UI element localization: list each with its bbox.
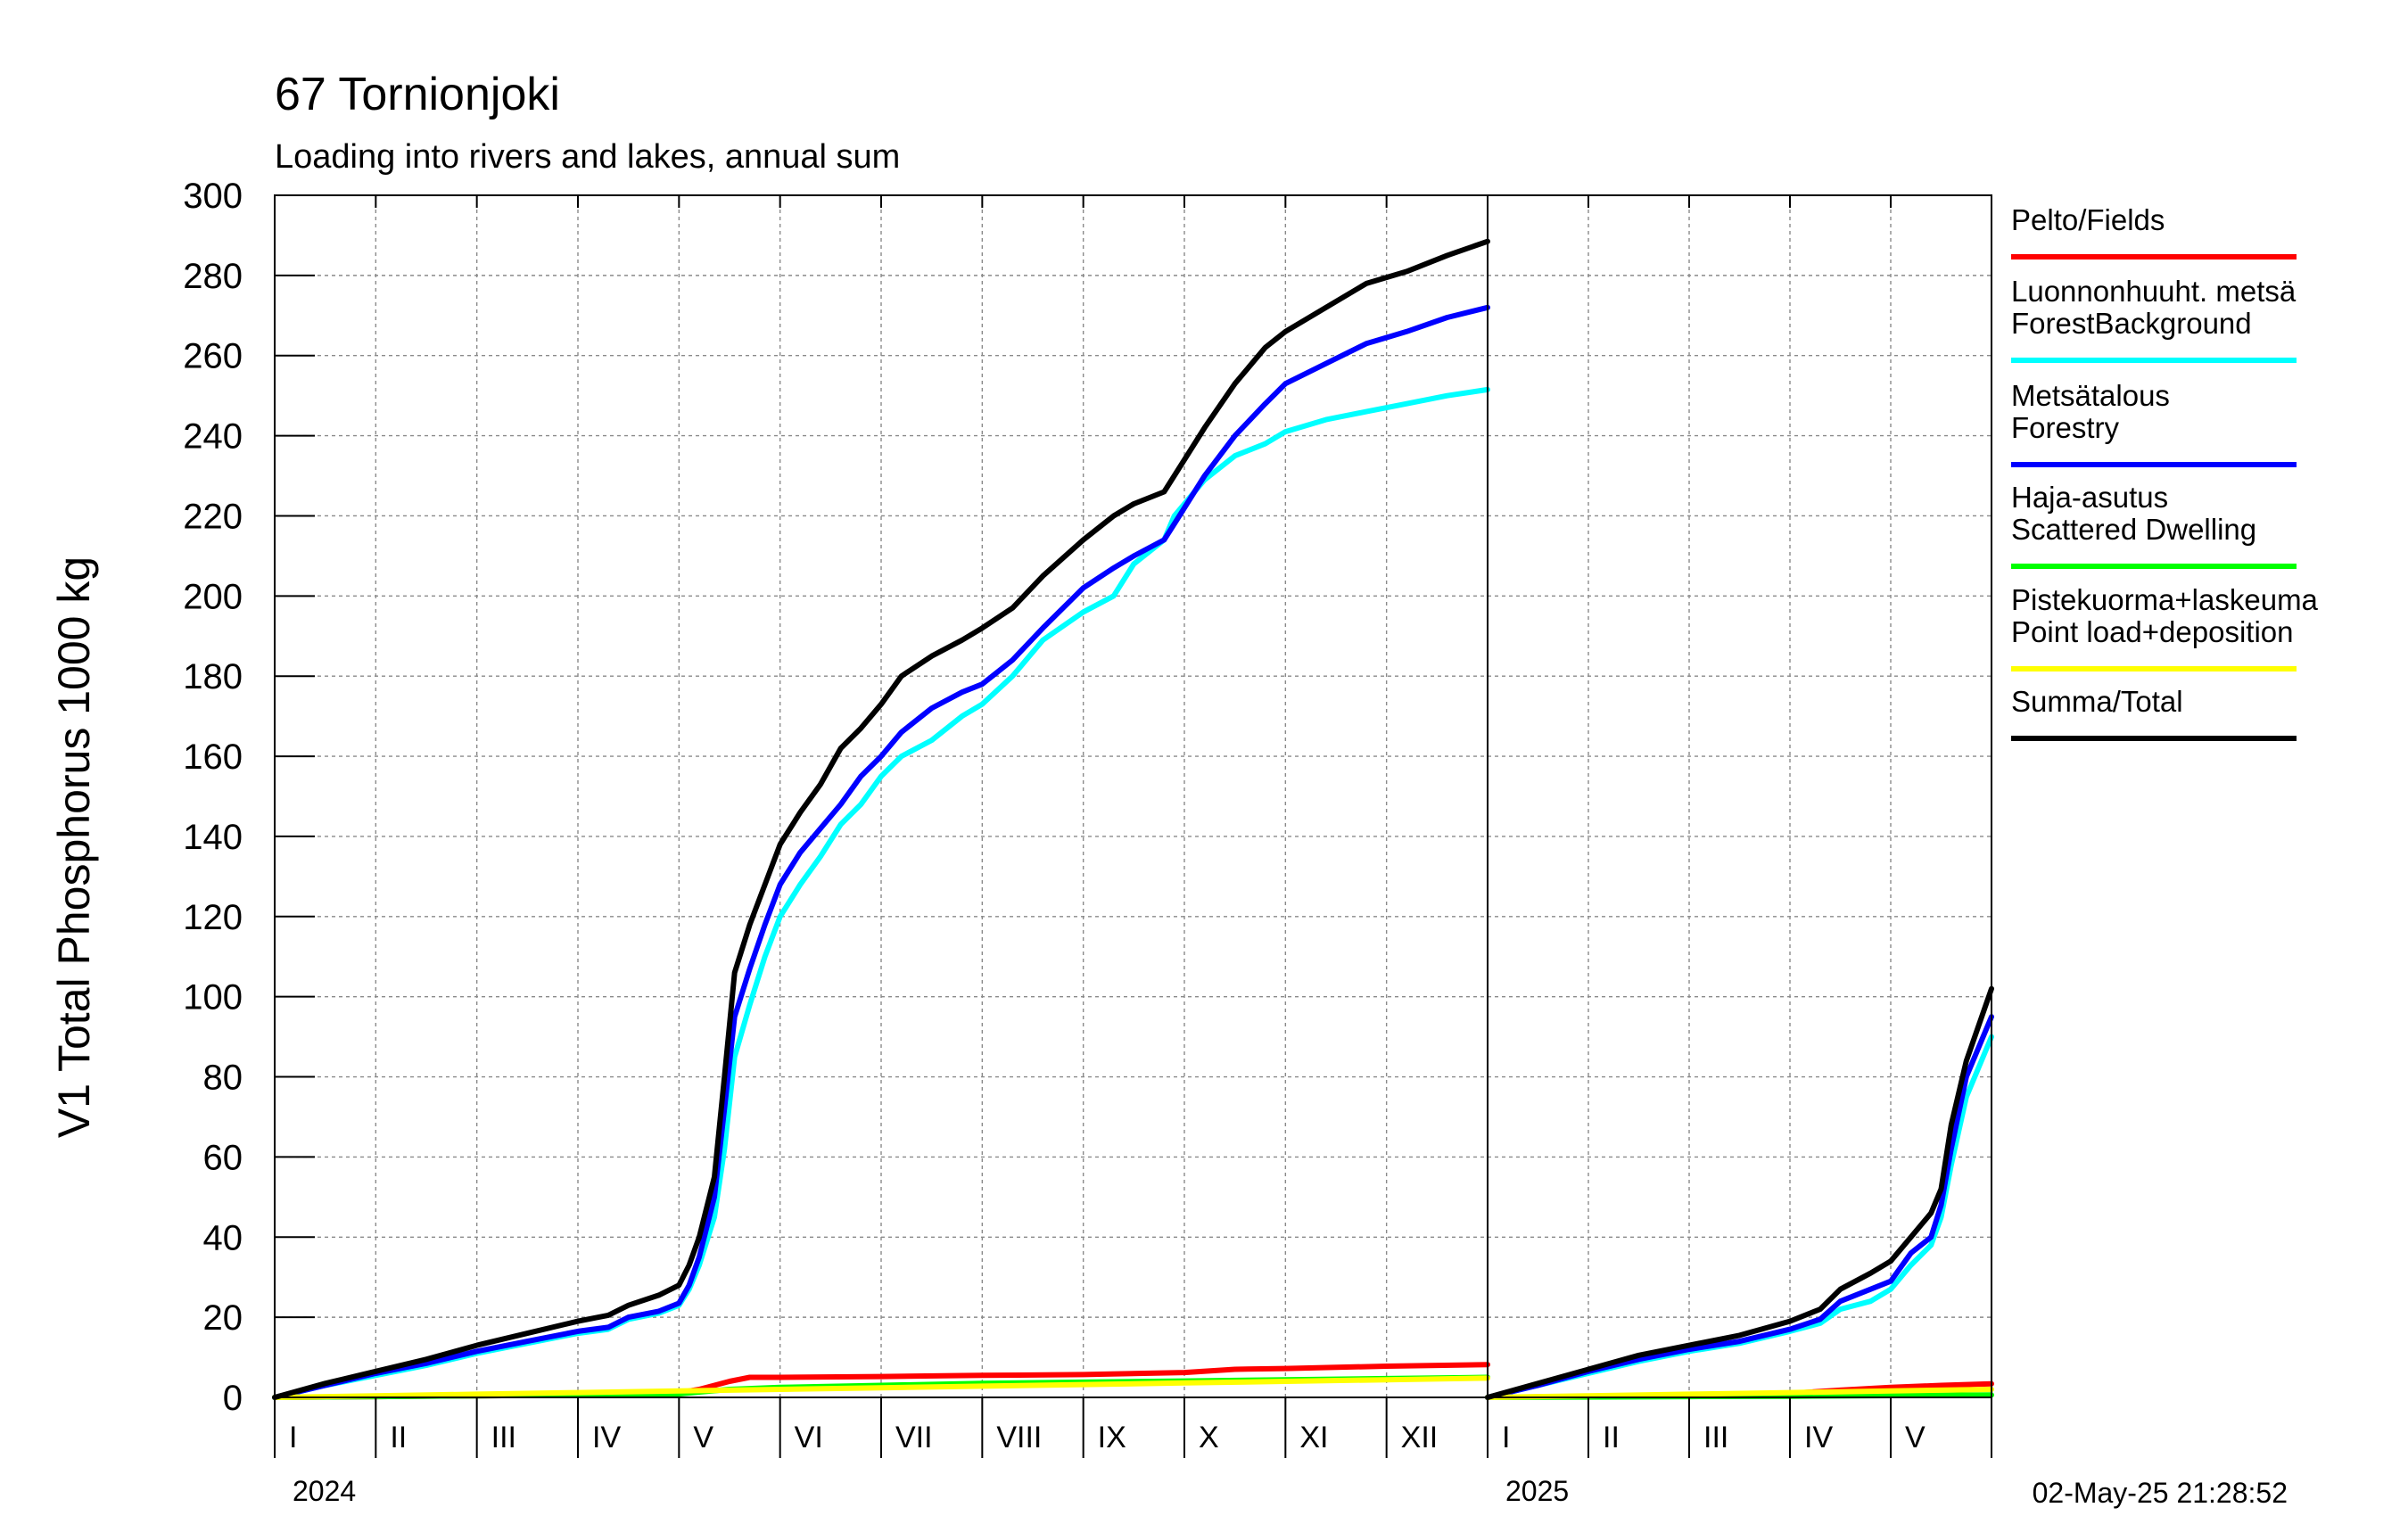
y-tick-label: 200: [183, 577, 243, 616]
legend: Pelto/Fields Luonnonhuuht. metsäForestBac…: [2011, 203, 2319, 741]
y-tick-label: 80: [203, 1059, 243, 1098]
y-tick-label: 260: [183, 337, 243, 376]
y-tick-label: 0: [223, 1379, 243, 1418]
legend-label: Pelto/Fields: [2011, 203, 2165, 236]
month-label: VII: [895, 1421, 933, 1454]
year-label: 2024: [293, 1475, 356, 1507]
legend-label: Point load+deposition: [2011, 615, 2294, 648]
y-tick-label: 120: [183, 898, 243, 937]
y-tick-label: 20: [203, 1298, 243, 1338]
month-label: VI: [795, 1421, 823, 1454]
y-tick-label: 160: [183, 737, 243, 777]
month-label: III: [1703, 1421, 1728, 1454]
chart-subtitle: Loading into rivers and lakes, annual su…: [275, 138, 900, 176]
series-line: [1485, 985, 1994, 1400]
series-line: [272, 304, 1490, 1400]
tick-labels: 0 20 40 60 80 100 120 140 160 180 200 220 240 260 280 3…: [183, 177, 1926, 1507]
y-tick-label: 60: [203, 1138, 243, 1177]
month-label: II: [1603, 1421, 1620, 1454]
axes: [274, 194, 1992, 1458]
y-tick-label: 140: [183, 818, 243, 857]
month-label: IV: [1804, 1421, 1833, 1454]
series-lines: [272, 238, 1994, 1400]
year-label: 2025: [1505, 1475, 1569, 1507]
series-line: [1485, 1014, 1994, 1400]
legend-label: Pistekuorma+laskeuma: [2011, 583, 2319, 616]
legend-label: ForestBackground: [2011, 307, 2252, 340]
legend-label: Scattered Dwelling: [2011, 513, 2256, 546]
y-tick-label: 40: [203, 1218, 243, 1257]
month-label: III: [491, 1421, 516, 1454]
y-tick-label: 220: [183, 497, 243, 536]
y-axis-label: V1 Total Phosphorus 1000 kg: [49, 556, 99, 1138]
month-label: V: [1905, 1421, 1926, 1454]
legend-label: Luonnonhuuht. metsä: [2011, 275, 2297, 308]
month-label: I: [289, 1421, 297, 1454]
month-label: V: [693, 1421, 713, 1454]
chart-title: 67 Tornionjoki: [275, 69, 560, 120]
y-tick-label: 240: [183, 417, 243, 457]
month-label: XI: [1299, 1421, 1328, 1454]
y-tick-label: 300: [183, 177, 243, 216]
month-label: IX: [1098, 1421, 1126, 1454]
y-tick-label: 280: [183, 257, 243, 296]
legend-label: Summa/Total: [2011, 685, 2183, 718]
legend-label: Haja-asutus: [2011, 481, 2168, 514]
plot-frame: [274, 194, 1992, 1398]
y-tick-label: 180: [183, 657, 243, 696]
month-label: XII: [1401, 1421, 1439, 1454]
series-line: [1485, 1387, 1994, 1400]
month-label: I: [1502, 1421, 1510, 1454]
month-label: II: [390, 1421, 407, 1454]
month-label: VIII: [996, 1421, 1042, 1454]
timestamp: 02-May-25 21:28:52: [2033, 1477, 2288, 1509]
legend-label: Forestry: [2011, 411, 2120, 444]
legend-label: Metsätalous: [2011, 379, 2170, 412]
month-label: X: [1199, 1421, 1219, 1454]
month-label: IV: [592, 1421, 621, 1454]
y-tick-label: 100: [183, 978, 243, 1018]
series-line: [272, 1375, 1490, 1400]
grid: [275, 194, 1992, 1397]
series-line: [272, 238, 1490, 1400]
